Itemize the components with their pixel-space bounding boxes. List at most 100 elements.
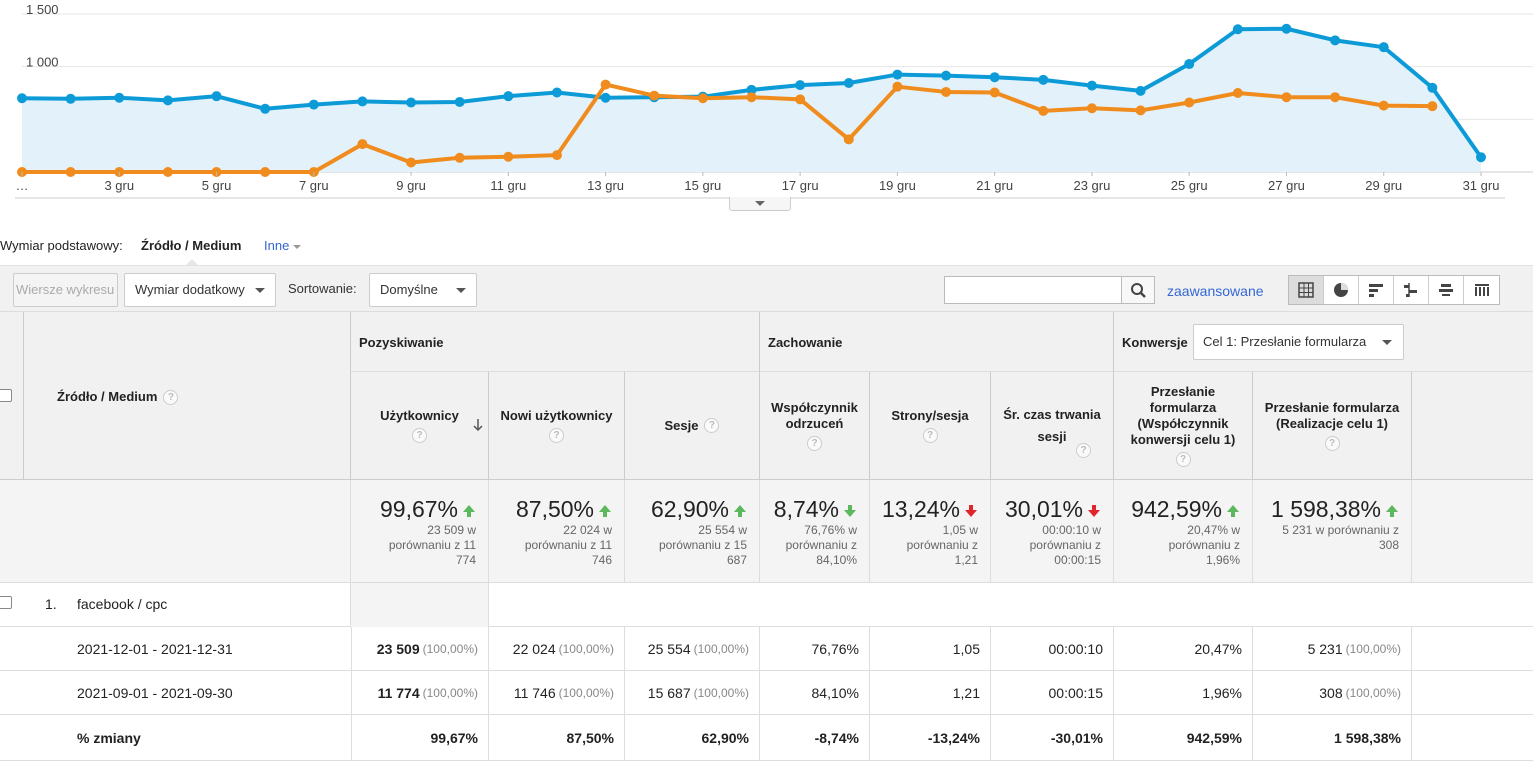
help-icon[interactable]: ? xyxy=(163,390,179,406)
data-point-1[interactable] xyxy=(114,92,125,103)
primary-dimension-other[interactable]: Inne xyxy=(264,238,302,253)
pie-view-button[interactable] xyxy=(1324,276,1359,304)
col-goal1-conversion-rate[interactable]: Przesłanie formularza (Współczynnik konw… xyxy=(1114,372,1253,480)
summary-change-text: 1 598,38% xyxy=(1271,496,1381,522)
col-goal1-completions[interactable]: Przesłanie formularza (Realizacje celu 1… xyxy=(1253,372,1412,480)
data-point-1[interactable] xyxy=(1135,85,1146,96)
data-point-1[interactable] xyxy=(1476,152,1486,163)
data-point-2[interactable] xyxy=(1232,88,1243,98)
col-sessions[interactable]: Sesje? xyxy=(625,372,760,480)
data-point-1[interactable] xyxy=(1086,80,1097,91)
data-point-2[interactable] xyxy=(357,139,368,150)
data-point-2[interactable] xyxy=(600,79,611,90)
data-point-2[interactable] xyxy=(551,150,562,161)
data-point-1[interactable] xyxy=(746,84,757,95)
data-point-2[interactable] xyxy=(454,152,465,163)
data-point-1[interactable] xyxy=(65,93,76,104)
data-point-2[interactable] xyxy=(1184,97,1195,108)
help-icon[interactable]: ? xyxy=(922,428,938,443)
data-point-1[interactable] xyxy=(551,87,562,98)
performance-view-button[interactable] xyxy=(1359,276,1394,304)
data-point-1[interactable] xyxy=(260,103,271,114)
data-point-1[interactable] xyxy=(406,97,417,108)
data-point-2[interactable] xyxy=(1281,92,1292,103)
dimension-header[interactable]: Źródło / Medium? xyxy=(24,312,351,480)
col-new-users[interactable]: Nowi użytkownicy ? xyxy=(489,372,625,480)
select-all-checkbox[interactable] xyxy=(0,389,12,402)
data-point-2[interactable] xyxy=(503,151,514,162)
data-point-1[interactable] xyxy=(211,91,222,102)
data-point-2[interactable] xyxy=(697,93,708,104)
search-input[interactable] xyxy=(944,276,1122,304)
plot-rows-button[interactable]: Wiersze wykresu xyxy=(13,273,118,307)
data-point-1[interactable] xyxy=(1378,42,1389,53)
help-icon[interactable]: ? xyxy=(1175,452,1191,467)
data-point-1[interactable] xyxy=(1281,23,1292,34)
data-point-1[interactable] xyxy=(308,99,319,110)
data-point-2[interactable] xyxy=(746,92,757,103)
data-point-2[interactable] xyxy=(1330,92,1341,103)
data-point-1[interactable] xyxy=(357,96,368,107)
sort-dropdown[interactable]: Domyślne xyxy=(369,273,477,307)
data-point-1[interactable] xyxy=(795,80,806,91)
col-bounce-rate[interactable]: Współczynnik odrzuceń ? xyxy=(760,372,870,480)
table-cell: 1,05 xyxy=(870,627,991,670)
data-point-1[interactable] xyxy=(17,93,27,104)
table-cell: 00:00:15 xyxy=(991,671,1114,714)
data-point-1[interactable] xyxy=(1232,24,1243,35)
data-point-1[interactable] xyxy=(503,91,514,102)
data-point-1[interactable] xyxy=(600,92,611,103)
comparison-view-button[interactable] xyxy=(1394,276,1429,304)
data-point-1[interactable] xyxy=(454,96,465,107)
primary-dimension-current[interactable]: Źródło / Medium xyxy=(141,238,242,253)
data-point-2[interactable] xyxy=(941,86,952,97)
data-point-2[interactable] xyxy=(1378,100,1389,111)
table-row-period-b: 2021-09-01 - 2021-09-30 11 774 (100,00%) 1… xyxy=(0,671,1533,715)
data-point-2[interactable] xyxy=(1135,105,1146,116)
data-point-2[interactable] xyxy=(989,87,1000,98)
data-point-1[interactable] xyxy=(941,70,952,81)
col-pages-per-session[interactable]: Strony/sesja ? xyxy=(870,372,991,480)
data-point-1[interactable] xyxy=(1184,59,1195,70)
cell-value: 11 746 xyxy=(513,684,556,701)
secondary-dimension-dropdown[interactable]: Wymiar dodatkowy xyxy=(124,273,276,307)
data-point-1[interactable] xyxy=(162,95,173,106)
data-point-1[interactable] xyxy=(843,77,854,88)
data-point-2[interactable] xyxy=(1427,101,1438,112)
data-point-2[interactable] xyxy=(1086,103,1097,114)
data-point-2[interactable] xyxy=(65,167,76,177)
row-period-a-label: 2021-12-01 - 2021-12-31 xyxy=(77,640,233,657)
data-point-2[interactable] xyxy=(795,94,806,105)
data-point-2[interactable] xyxy=(1038,105,1049,116)
help-icon[interactable]: ? xyxy=(1324,436,1340,451)
data-point-1[interactable] xyxy=(1427,82,1438,93)
pivot-view-button[interactable] xyxy=(1464,276,1499,304)
row-checkbox[interactable] xyxy=(0,596,12,609)
advanced-filter-link[interactable]: zaawansowane xyxy=(1167,283,1264,299)
col-avg-session-duration[interactable]: Śr. czas trwania sesji ? xyxy=(991,372,1114,480)
data-point-2[interactable] xyxy=(406,157,417,168)
summary-comparison-text: 25 554 w porównaniu z 15 687 xyxy=(658,523,747,567)
data-point-2[interactable] xyxy=(260,167,271,177)
data-point-2[interactable] xyxy=(649,90,660,101)
help-icon[interactable]: ? xyxy=(412,428,427,443)
help-icon[interactable]: ? xyxy=(1076,443,1091,458)
help-icon[interactable]: ? xyxy=(704,418,720,433)
help-icon[interactable]: ? xyxy=(549,428,564,443)
help-icon[interactable]: ? xyxy=(807,436,822,451)
data-point-2[interactable] xyxy=(162,167,173,177)
goal-select[interactable]: Cel 1: Przesłanie formularza xyxy=(1193,324,1404,360)
search-button[interactable] xyxy=(1121,276,1155,304)
row-label[interactable]: facebook / cpc xyxy=(77,596,168,612)
table-view-button[interactable] xyxy=(1289,276,1324,304)
data-point-1[interactable] xyxy=(1330,35,1341,46)
data-point-2[interactable] xyxy=(843,134,854,145)
data-point-2[interactable] xyxy=(892,81,903,92)
data-point-1[interactable] xyxy=(989,72,1000,83)
chart-collapse-handle[interactable] xyxy=(729,197,791,211)
term-cloud-view-button[interactable] xyxy=(1429,276,1464,304)
search-icon xyxy=(1131,283,1146,298)
data-point-1[interactable] xyxy=(892,69,903,80)
data-point-1[interactable] xyxy=(1038,74,1049,85)
col-users[interactable]: Użytkownicy ? xyxy=(351,372,489,480)
